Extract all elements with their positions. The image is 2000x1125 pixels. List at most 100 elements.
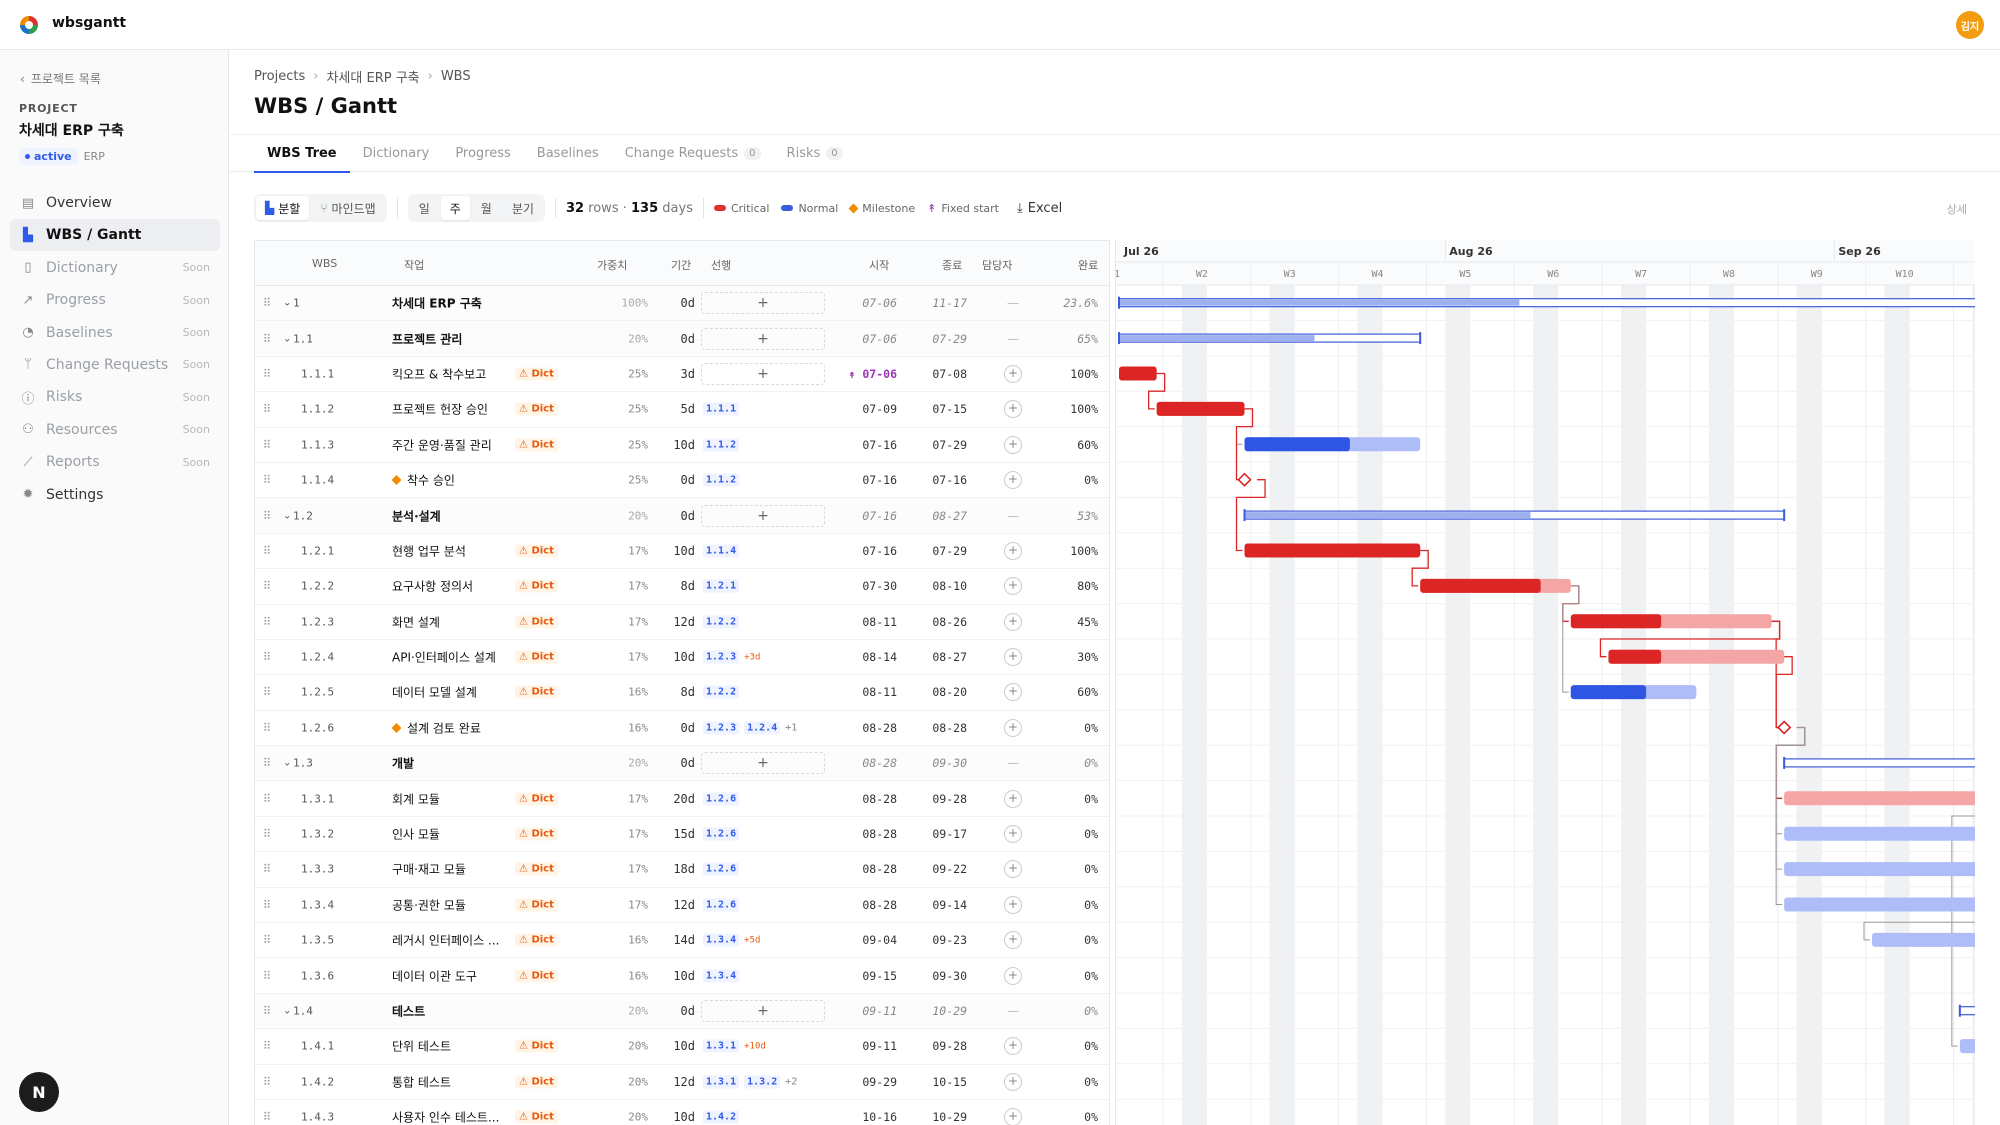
weight-value[interactable]: 20% <box>628 1075 648 1089</box>
predecessor-list[interactable]: 1.3.1 +10d <box>703 1039 766 1053</box>
table-row[interactable]: ⠿ 1.2.1 현행 업무 분석 ⚠ Dict 17% 10d 1.1.4 07-16 07-2… <box>255 534 1109 570</box>
progress-value[interactable]: 100% <box>1070 543 1098 558</box>
weight-value[interactable]: 16% <box>628 685 648 699</box>
duration-value[interactable]: 10d <box>673 1039 695 1054</box>
sidebar-item-risks[interactable]: ⓘ Risks Soon <box>10 381 220 413</box>
weight-value[interactable]: 20% <box>628 1004 648 1018</box>
predecessor-list[interactable]: 1.2.6 <box>703 862 740 876</box>
dict-badge[interactable]: ⚠ Dict <box>515 615 558 629</box>
tab-change-requests[interactable]: Change Requests 0 <box>612 135 774 172</box>
end-date[interactable]: 10-29 <box>932 1004 967 1018</box>
task-name[interactable]: 차세대 ERP 구축 <box>392 295 482 312</box>
drag-handle-icon[interactable]: ⠿ <box>263 650 271 664</box>
dict-badge[interactable]: ⚠ Dict <box>515 1110 558 1124</box>
task-name[interactable]: 구매·재고 모듈 <box>392 861 466 878</box>
predecessor-list[interactable]: 1.3.1 1.3.2 +2 <box>703 1075 797 1089</box>
drag-handle-icon[interactable]: ⠿ <box>263 509 271 523</box>
table-row[interactable]: ⠿ 1.3.2 인사 모듈 ⚠ Dict 17% 15d 1.2.6 08-28 09-17 +0… <box>255 817 1109 853</box>
task-name[interactable]: 인사 모듈 <box>392 826 440 843</box>
dict-badge[interactable]: ⚠ Dict <box>515 1039 558 1053</box>
assign-owner-button[interactable]: + <box>1004 435 1022 454</box>
predecessor-list[interactable]: 1.2.6 <box>703 827 740 841</box>
start-date[interactable]: 08-28 <box>825 827 897 841</box>
end-date[interactable]: 08-20 <box>932 685 967 700</box>
table-row[interactable]: ⠿ 1.1.4 착수 승인 25% 0d 1.1.2 07-16 07-16 +0% <box>255 463 1109 499</box>
predecessor-tag[interactable]: 1.2.4 <box>744 721 781 735</box>
start-date[interactable]: 07-16 <box>825 438 897 452</box>
assign-owner-button[interactable]: + <box>1004 648 1022 667</box>
duration-value[interactable]: 5d <box>680 402 695 417</box>
predecessor-list[interactable]: 1.2.3 1.2.4 +1 <box>703 721 797 735</box>
start-date[interactable]: 07-06 <box>825 332 897 346</box>
predecessor-list[interactable]: 1.4.2 <box>703 1110 740 1124</box>
predecessor-tag[interactable]: 1.1.2 <box>703 473 740 487</box>
drag-handle-icon[interactable]: ⠿ <box>263 473 271 487</box>
drag-handle-icon[interactable]: ⠿ <box>263 367 271 381</box>
duration-value[interactable]: 10d <box>673 437 695 452</box>
drag-handle-icon[interactable]: ⠿ <box>263 402 271 416</box>
progress-value[interactable]: 0% <box>1084 720 1098 735</box>
sidebar-item-resources[interactable]: ⚇ Resources Soon <box>10 414 220 446</box>
end-date[interactable]: 09-14 <box>932 897 967 912</box>
sidebar-item-change-requests[interactable]: ᛘ Change Requests Soon <box>10 349 220 381</box>
weight-value[interactable]: 20% <box>628 1039 648 1053</box>
predecessor-list[interactable]: 1.1.2 <box>703 473 740 487</box>
predecessor-tag[interactable]: 1.3.1 <box>703 1039 740 1053</box>
end-date[interactable]: 09-28 <box>932 1039 967 1054</box>
add-predecessor-button[interactable]: + <box>701 752 825 775</box>
tab-progress[interactable]: Progress <box>442 135 523 172</box>
add-predecessor-button[interactable]: + <box>701 327 825 350</box>
drag-handle-icon[interactable]: ⠿ <box>263 1110 271 1124</box>
progress-value[interactable]: 53% <box>1077 508 1098 523</box>
end-date[interactable]: 07-16 <box>932 473 967 488</box>
start-date[interactable]: 08-11 <box>825 615 897 629</box>
drag-handle-icon[interactable]: ⠿ <box>263 898 271 912</box>
start-date[interactable]: 09-11 <box>825 1039 897 1053</box>
predecessor-tag[interactable]: 1.1.2 <box>703 438 740 452</box>
assign-owner-button[interactable]: + <box>1004 577 1022 596</box>
duration-value[interactable]: 0d <box>680 296 695 311</box>
weight-value[interactable]: 20% <box>628 1110 648 1124</box>
predecessor-list[interactable]: 1.2.6 <box>703 792 740 806</box>
task-name[interactable]: 단위 테스트 <box>392 1038 451 1055</box>
normal-task-bar[interactable] <box>1784 862 1975 877</box>
app-logo-icon[interactable] <box>18 14 40 36</box>
chevron-down-icon[interactable]: ⌄ <box>283 1005 292 1017</box>
app-brand[interactable]: wbsgantt <box>52 15 127 31</box>
end-date[interactable]: 09-23 <box>932 933 967 948</box>
assign-owner-button[interactable]: + <box>1004 541 1022 560</box>
assign-owner-button[interactable]: + <box>1004 1072 1022 1091</box>
drag-handle-icon[interactable]: ⠿ <box>263 862 271 876</box>
end-date[interactable]: 08-26 <box>932 614 967 629</box>
dict-badge[interactable]: ⚠ Dict <box>515 1075 558 1089</box>
chevron-down-icon[interactable]: ⌄ <box>283 510 292 522</box>
weight-value[interactable]: 17% <box>628 544 648 558</box>
dict-badge[interactable]: ⚠ Dict <box>515 544 558 558</box>
dict-badge[interactable]: ⚠ Dict <box>515 792 558 806</box>
critical-task-bar[interactable] <box>1784 791 1975 806</box>
breadcrumb-projects[interactable]: Projects <box>254 69 306 84</box>
start-date[interactable]: 08-11 <box>825 685 897 699</box>
task-name[interactable]: 설계 검토 완료 <box>391 719 481 736</box>
predecessor-list[interactable]: 1.3.4 <box>703 969 740 983</box>
table-row[interactable]: ⠿ ⌄ 1.3 개발 20% 0d +08-28 09-30 — 0% <box>255 746 1109 782</box>
task-name[interactable]: 착수 승인 <box>391 472 455 489</box>
duration-value[interactable]: 0d <box>680 1004 695 1018</box>
normal-task-bar[interactable] <box>1784 897 1975 912</box>
assign-owner-button[interactable]: + <box>1004 860 1022 879</box>
table-row[interactable]: ⠿ 1.4.3 사용자 인수 테스트... ⚠ Dict 20% 10d 1.4.2 10-1… <box>255 1100 1109 1125</box>
table-row[interactable]: ⠿ 1.2.3 화면 설계 ⚠ Dict 17% 12d 1.2.2 08-11 08-26 +4… <box>255 605 1109 640</box>
predecessor-tag[interactable]: 1.2.6 <box>703 792 740 806</box>
start-date[interactable]: 07-06 <box>825 296 897 310</box>
weight-value[interactable]: 17% <box>628 792 648 806</box>
predecessor-tag[interactable]: 1.3.4 <box>703 969 740 983</box>
weight-value[interactable]: 25% <box>628 473 648 487</box>
table-row[interactable]: ⠿ ⌄ 1 차세대 ERP 구축 100% 0d +07-06 11-17 — 23.6% <box>255 286 1109 322</box>
col-wbs[interactable]: WBS <box>312 257 338 270</box>
progress-value[interactable]: 0% <box>1084 862 1098 877</box>
progress-value[interactable]: 0% <box>1084 756 1098 771</box>
assign-owner-button[interactable]: + <box>1004 718 1022 737</box>
table-row[interactable]: ⠿ 1.4.1 단위 테스트 ⚠ Dict 20% 10d 1.3.1 +10d 09-11 09… <box>255 1029 1109 1065</box>
start-date[interactable]: 08-14 <box>825 650 897 664</box>
breadcrumb-project[interactable]: 차세대 ERP 구축 <box>326 71 420 86</box>
